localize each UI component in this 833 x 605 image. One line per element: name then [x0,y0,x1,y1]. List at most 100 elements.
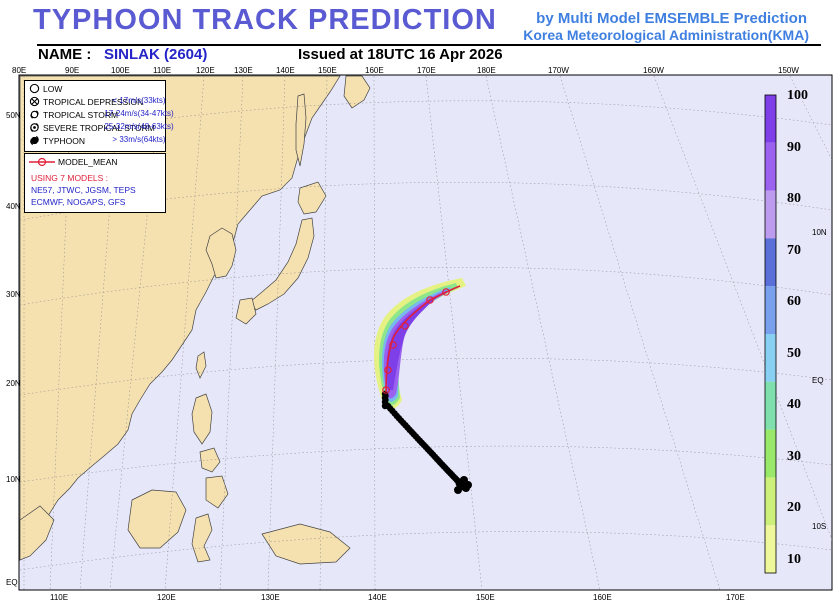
bottom-lon-130e: 130E [261,593,280,602]
left-lat-20n: 20N [6,379,21,388]
severe-tropical-storm-icon [30,122,39,133]
colorbar-segment [765,142,776,191]
ensemble-track-points [381,390,472,494]
top-lon-180e: 180E [477,66,496,75]
bottom-lon-160e: 160E [593,593,612,602]
bottom-lon-110e: 110E [50,593,69,602]
legend-row-sts: SEVERE TROPICAL STORM 25-32m/s(48-63kts) [29,121,174,134]
legend-label: SEVERE TROPICAL STORM [43,122,155,133]
kyushu [235,297,257,325]
model-legend: MODEL_MEAN USING 7 MODELS : NE57, JTWC, … [24,153,166,213]
hokkaido [297,181,327,215]
right-lat-eq: EQ [812,376,824,385]
model-mean-track [382,285,461,394]
low-icon [29,83,40,94]
bottom-lon-170e: 170E [726,593,745,602]
model-mean-marker [389,341,397,349]
model-mean-label: MODEL_MEAN [58,157,118,167]
models-heading: USING 7 MODELS : [31,173,108,183]
honshu [249,217,315,311]
model-mean-marker [384,366,392,374]
bottom-lon-140e: 140E [368,593,387,602]
bottom-lon-150e: 150E [476,593,495,602]
colorbar-label: 100 [787,88,808,103]
colorbar-segment [765,477,776,526]
model-mean-marker [382,386,390,394]
right-lat-10s: 10S [812,522,827,531]
colorbar-segment [765,95,776,143]
top-lon-120e: 120E [196,66,215,75]
colorbar-segment [765,190,776,239]
page-title: TYPHOON TRACK PREDICTION [33,4,497,36]
borneo [127,489,187,549]
issued-time: Issued at 18UTC 16 Apr 2026 [298,46,503,63]
top-lon-80e: 80E [12,66,27,75]
colorbar-label: 60 [787,294,801,310]
colorbar-segment [765,381,776,430]
source-line-1: by Multi Model EMSEMBLE Prediction [536,10,807,27]
model-mean-marker [401,322,409,330]
left-lat-30n: 30N [6,290,21,299]
top-lon-160e: 160E [365,66,384,75]
model-mean-legend-row: MODEL_MEAN [29,157,118,167]
colorbar-label: 10 [787,552,801,567]
models-line-2: ECMWF, NOGAPS, GFS [31,197,126,207]
model-mean-marker [442,288,450,296]
colorbar-segment [765,429,776,478]
legend-value: 25-32m/s(48-63kts) [104,122,174,131]
taiwan [195,351,207,379]
left-lat-50n: 50N [6,111,21,120]
left-lat-10n: 10N [6,475,21,484]
right-lat-10n: 10N [812,228,827,237]
colorbar-label: 50 [787,345,801,361]
colorbar-frame [764,94,777,574]
kamchatka [343,75,371,109]
luzon [191,393,213,445]
typhoon-name: SINLAK (2604) [104,46,208,63]
track-origin-point [464,481,472,489]
models-line-1: NE57, JTWC, JGSM, TEPS [31,185,136,195]
bottom-lon-120e: 120E [157,593,176,602]
source-line-2: Korea Meteorological Administration(KMA) [523,27,809,43]
malay [19,505,55,561]
probability-colorbar [764,94,777,574]
sakhalin [295,93,307,167]
colorbar-segment [765,334,776,382]
colorbar-label: 20 [787,500,801,516]
colorbar-segment [765,525,776,573]
legend-label: TYPHOON [43,135,86,146]
legend-label: LOW [43,83,63,94]
intensity-legend: LOW TROPICAL DEPRESSION < 17m/s(33kts) T… [24,80,174,152]
visayas [199,447,221,473]
model-mean-marker [426,296,434,304]
top-lon-170w: 170W [548,66,569,75]
legend-row-td: TROPICAL DEPRESSION < 17m/s(33kts) [29,95,166,108]
graticule [19,75,833,591]
colorbar-segment [765,286,776,334]
top-lon-110e: 110E [153,66,172,75]
tropical-storm-icon [30,110,39,119]
top-lon-160w: 160W [643,66,664,75]
mindanao [205,475,229,509]
korea [205,227,237,279]
top-lon-140e: 140E [276,66,295,75]
legend-row-ts: TROPICAL STORM 17-24m/s(34-47kts) [29,108,174,121]
colorbar-label: 80 [787,191,801,207]
left-lat-40n: 40N [6,202,21,211]
top-lon-130e: 130E [234,66,253,75]
tropical-depression-icon [29,96,40,107]
legend-value: > 33m/s(64kts) [112,135,166,144]
legend-value: 17-24m/s(34-47kts) [104,109,174,118]
colorbar-label: 40 [787,397,801,413]
typhoon-icon [30,135,39,146]
top-lon-150w: 150W [778,66,799,75]
colorbar-label: 90 [787,139,801,155]
colorbar-label: 30 [787,448,801,464]
model-mean-line-icon [29,157,55,167]
sulawesi [191,513,213,563]
new-guinea [261,523,351,565]
legend-label: TROPICAL STORM [43,109,119,120]
header-divider [37,44,821,46]
track-origin-point [454,486,462,494]
